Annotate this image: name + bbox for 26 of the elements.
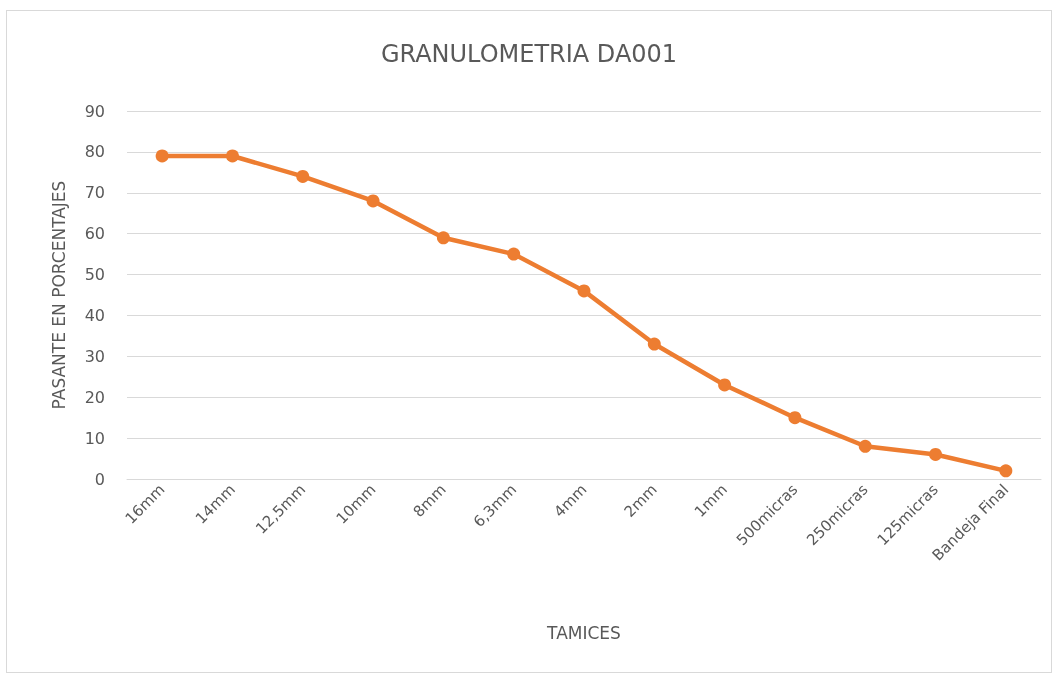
point [858,439,872,453]
y-tick-label: 90 [84,101,105,121]
y-tick-label: 70 [84,183,105,203]
y-tick-label: 80 [84,142,105,162]
y-tick-label: 10 [84,428,105,448]
point [366,194,380,208]
point [507,247,521,261]
point [929,447,943,461]
y-tick-label: 60 [84,224,105,244]
x-axis-title: TAMICES [546,622,621,643]
point [577,284,591,298]
y-axis-title: PASANTE EN PORCENTAJES [48,180,69,410]
point [296,169,310,183]
chart-title: GRANULOMETRIA DA001 [380,40,678,68]
point [647,337,661,351]
y-tick-label: 40 [84,305,105,325]
point [788,411,802,425]
y-tick-label: 0 [94,469,105,489]
y-tick-label: 50 [84,265,105,285]
point [436,231,450,245]
point [225,149,239,163]
y-tick-label: 20 [84,387,105,407]
point [999,464,1013,478]
point [718,378,732,392]
y-tick-label: 30 [84,346,105,366]
point [155,149,169,163]
